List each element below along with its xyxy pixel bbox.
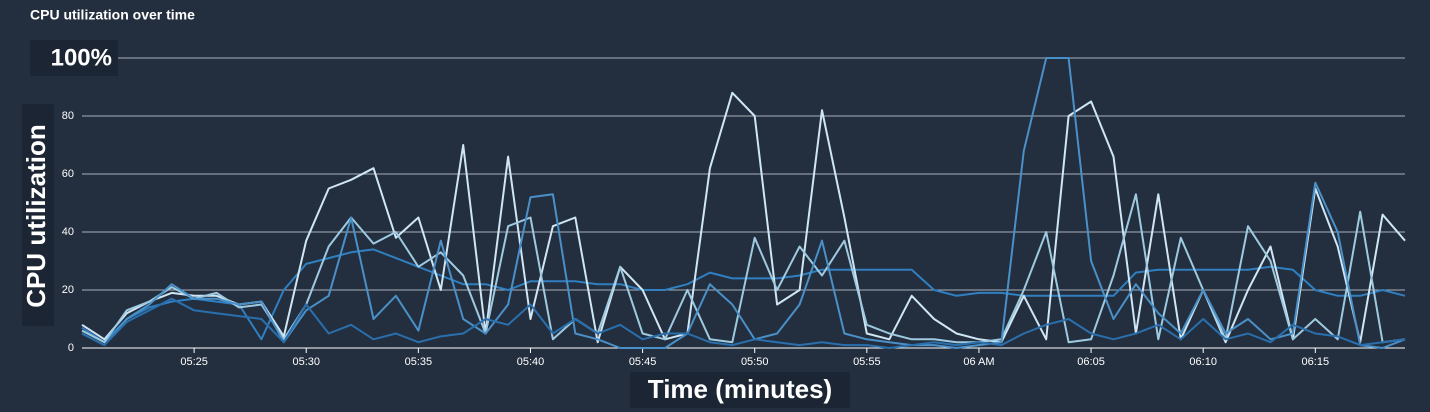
x-tick-label: 05:30 — [292, 356, 320, 368]
y-tick-label: 20 — [62, 284, 74, 296]
series-line — [81, 248, 1406, 344]
x-label-box — [630, 372, 850, 408]
y-label-box — [22, 104, 54, 326]
y-tick-label: 80 — [62, 110, 74, 122]
x-tick-label: 05:50 — [741, 356, 769, 368]
x-tick-label: 05:55 — [853, 356, 881, 368]
y-tick-label: 60 — [62, 168, 74, 180]
x-tick-label: 05:40 — [517, 356, 545, 368]
x-tick-label: 05:45 — [629, 356, 657, 368]
x-tick-label: 05:25 — [180, 356, 208, 368]
y-tick-label: 100% — [51, 44, 112, 71]
x-tick-label: 06:15 — [1302, 356, 1330, 368]
x-axis-label: Time (minutes) — [648, 374, 832, 404]
series-line — [81, 91, 1406, 344]
y-tick-label-box — [30, 40, 118, 76]
y-tick-label: 0 — [68, 342, 74, 354]
y-axis-label: CPU utilization — [21, 124, 51, 307]
x-tick-label: 06:10 — [1189, 356, 1217, 368]
y-tick-label: 40 — [62, 226, 74, 238]
chart-title: CPU utilization over time — [30, 7, 195, 23]
series-line — [81, 297, 1406, 349]
series-line — [81, 57, 1406, 349]
series-line — [81, 193, 1406, 344]
x-tick-label: 06:05 — [1077, 356, 1105, 368]
x-tick-label: 05:35 — [405, 356, 433, 368]
x-tick-label: 06 AM — [963, 356, 994, 368]
